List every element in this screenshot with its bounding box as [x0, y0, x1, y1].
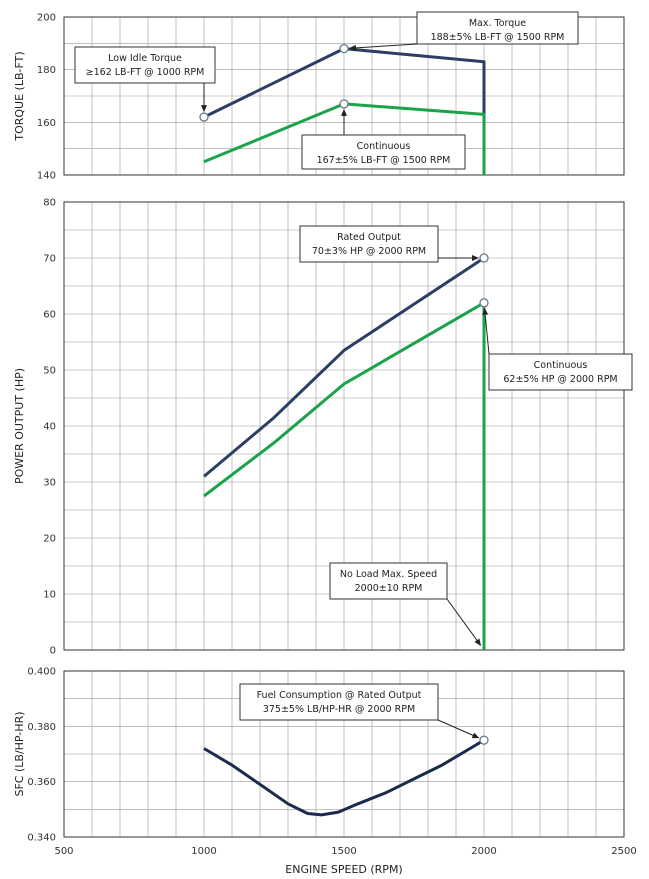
annotation-text: Fuel Consumption @ Rated Output: [257, 690, 422, 701]
sfc-x-tick-label: 2000: [471, 846, 496, 857]
power-series-max-line: [203, 256, 485, 478]
annotation-box: [301, 134, 466, 170]
annotation-arrowhead: [474, 638, 482, 646]
power-annotation: Continuous 62±5% HP @ 2000 RPM: [482, 307, 633, 391]
power-y-axis-label: POWER OUTPUT (HP): [13, 368, 26, 484]
annotation-text: 2000±10 RPM: [355, 583, 423, 594]
torque-annotation: Max. Torque 188±5% LB-FT @ 1500 RPM: [348, 11, 579, 51]
annotation-arrow: [437, 719, 479, 739]
sfc-y-tick-label: 0.340: [27, 833, 56, 844]
annotation-arrowhead: [482, 307, 489, 316]
annotation-text: Rated Output: [337, 232, 401, 243]
sfc-x-axis-label: ENGINE SPEED (RPM): [285, 863, 402, 876]
power-frame: [63, 201, 625, 651]
annotation-text: 70±3% HP @ 2000 RPM: [312, 246, 426, 257]
power-y-tick-label: 80: [43, 198, 56, 209]
torque-y-axis-label: TORQUE (LB-FT): [13, 51, 26, 141]
power-y-tick-label: 20: [43, 534, 56, 545]
annotation-text: Continuous: [534, 360, 588, 371]
annotation-text: Continuous: [357, 141, 411, 152]
sfc-data-point-marker: [479, 735, 489, 745]
annotation-arrow: [349, 43, 418, 49]
annotation-text: ≥162 LB-FT @ 1000 RPM: [86, 67, 205, 78]
sfc-y-tick-label: 0.380: [27, 722, 56, 733]
torque-y-tick-label: 200: [37, 13, 56, 24]
power-y-tick-label: 50: [43, 366, 56, 377]
annotation-text: No Load Max. Speed: [340, 569, 437, 580]
power-annotation: Rated Output 70±3% HP @ 2000 RPM: [299, 225, 479, 263]
power-y-tick-label: 0: [50, 646, 56, 657]
annotation-box: [239, 683, 439, 721]
sfc-y-tick-label: 0.360: [27, 777, 56, 788]
power-y-tick-label: 70: [43, 254, 56, 265]
sfc-panel: 0.340 0.360 0.380 0.400 500 1000 1500 2000 2500 S…: [13, 667, 637, 877]
torque-data-point-marker: [339, 43, 349, 54]
torque-panel: 140 160 180 200 TORQUE (LB-FT) Low Idle Torqu…: [13, 11, 625, 182]
sfc-x-tick-label: 1000: [191, 846, 216, 857]
annotation-text: 375±5% LB/HP-HR @ 2000 RPM: [263, 704, 415, 715]
power-annotation: No Load Max. Speed 2000±10 RPM: [329, 562, 482, 646]
annotation-box: [74, 46, 216, 84]
annotation-arrowhead: [471, 732, 480, 739]
annotation-box: [299, 225, 439, 263]
annotation-arrow: [484, 308, 490, 355]
annotation-arrowhead: [201, 105, 207, 113]
sfc-x-tick-label: 1500: [331, 846, 356, 857]
annotation-text: 188±5% LB-FT @ 1500 RPM: [431, 32, 565, 43]
power-data-point-marker: [479, 298, 489, 308]
sfc-x-tick-label: 2500: [611, 846, 636, 857]
torque-y-tick-label: 140: [37, 171, 56, 182]
torque-data-point-marker: [199, 112, 209, 122]
sfc-y-tick-label: 0.400: [27, 667, 56, 678]
sfc-frame: [63, 670, 625, 838]
sfc-x-tick-label: 500: [54, 846, 73, 857]
power-series-continuous-line: [203, 301, 486, 650]
power-y-tick-label: 40: [43, 422, 56, 433]
annotation-arrow: [446, 598, 481, 646]
power-y-tick-label: 60: [43, 310, 56, 321]
annotation-box: [416, 11, 579, 45]
torque-annotation: Continuous 167±5% LB-FT @ 1500 RPM: [301, 108, 466, 170]
annotation-box: [488, 353, 633, 391]
torque-annotation: Low Idle Torque ≥162 LB-FT @ 1000 RPM: [74, 46, 216, 113]
torque-y-tick-label: 180: [37, 65, 56, 76]
annotation-arrowhead: [341, 108, 347, 116]
annotation-text: 62±5% HP @ 2000 RPM: [503, 374, 617, 385]
sfc-y-axis-label: SFC (LB/HP-HR): [13, 712, 26, 797]
power-panel: 0 10 20 30 40 50 60 70 80 POWER OUTPUT (HP) Rated …: [13, 198, 633, 657]
sfc-series-sfc-line: [203, 738, 485, 817]
sfc-annotation: Fuel Consumption @ Rated Output 375±5% LB…: [239, 683, 480, 739]
power-y-tick-label: 30: [43, 478, 56, 489]
torque-frame: [63, 16, 625, 176]
annotation-arrowhead: [348, 44, 357, 51]
power-y-tick-label: 10: [43, 590, 56, 601]
torque-y-tick-label: 160: [37, 118, 56, 129]
annotation-text: Low Idle Torque: [108, 53, 182, 64]
torque-series-continuous-line: [203, 102, 486, 175]
annotation-text: 167±5% LB-FT @ 1500 RPM: [317, 155, 451, 166]
annotation-text: Max. Torque: [469, 18, 526, 29]
annotation-arrowhead: [472, 255, 479, 261]
annotation-box: [329, 562, 448, 600]
torque-data-point-marker: [339, 99, 349, 109]
power-data-point-marker: [479, 253, 489, 263]
